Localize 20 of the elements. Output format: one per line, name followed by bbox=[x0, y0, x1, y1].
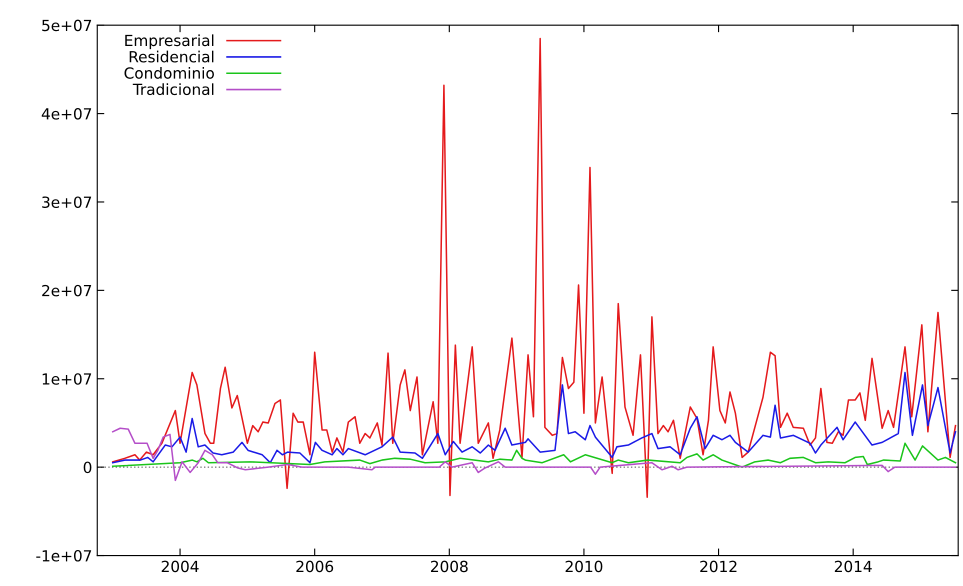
y-tick-label: 0 bbox=[84, 462, 92, 474]
legend-label: Residencial bbox=[130, 50, 214, 63]
x-tick-label: 2012 bbox=[700, 560, 736, 572]
x-tick-label: 2004 bbox=[162, 560, 199, 572]
legend-label: Empresarial bbox=[125, 34, 214, 50]
y-tick-label: 3e+07 bbox=[42, 196, 92, 208]
x-tick-label: 2006 bbox=[296, 560, 334, 572]
y-tick-label: -1e+07 bbox=[36, 550, 92, 562]
x-tick-label: 2014 bbox=[834, 560, 872, 572]
y-tick-label: 1e+07 bbox=[42, 373, 92, 385]
x-tick-label: 2010 bbox=[566, 560, 602, 572]
legend-label: Condominio bbox=[124, 66, 214, 79]
y-tick-label: 2e+07 bbox=[42, 284, 92, 296]
y-tick-label: 5e+07 bbox=[42, 20, 92, 32]
line-series bbox=[112, 427, 956, 482]
legend-label: Tradicional bbox=[132, 83, 214, 96]
y-tick-label: 4e+07 bbox=[42, 108, 92, 120]
x-tick-label: 2008 bbox=[430, 560, 468, 572]
line-series bbox=[112, 442, 956, 468]
line-series bbox=[112, 372, 956, 464]
